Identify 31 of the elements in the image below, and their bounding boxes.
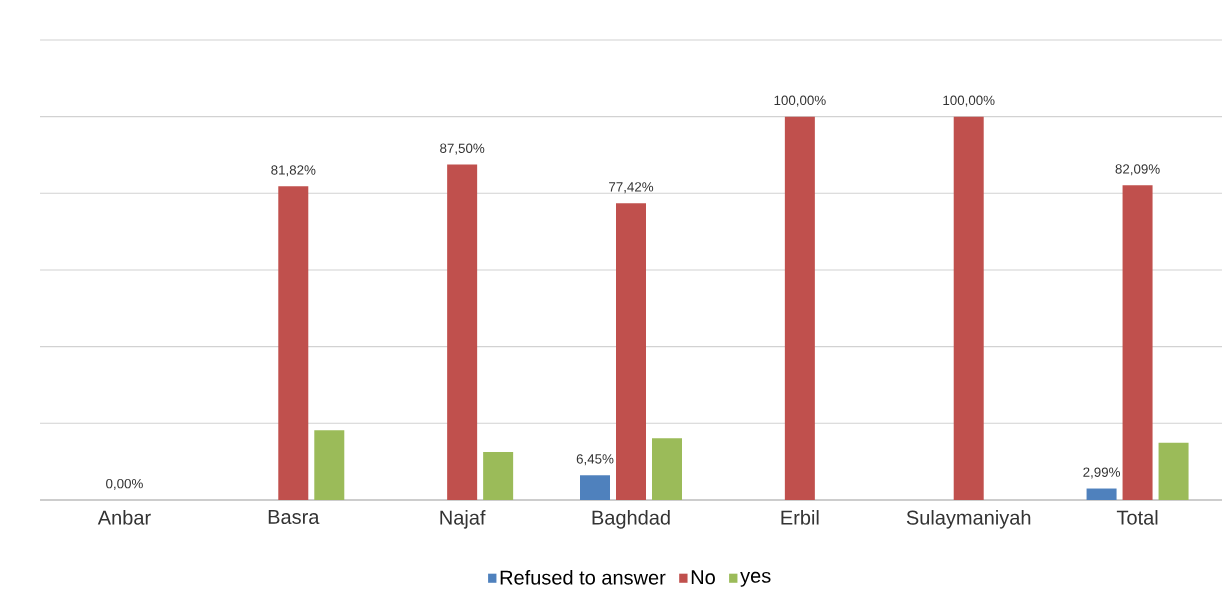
x-tick-label: Basra [268, 510, 320, 524]
bar [483, 452, 514, 500]
legend-label: yes [740, 571, 771, 587]
bar [1158, 442, 1189, 500]
data-label: 87,50% [440, 143, 485, 155]
data-label: 100,00% [774, 95, 826, 107]
bar [1122, 185, 1153, 500]
bar [953, 116, 984, 500]
bar [278, 186, 309, 500]
x-tick-label: Najaf [440, 510, 486, 529]
bar [616, 203, 646, 500]
data-label: 6,45% [576, 454, 614, 466]
data-label: 82,09% [1115, 164, 1160, 176]
x-tick-label: Erbil [781, 510, 819, 525]
data-label: 100,00% [943, 95, 995, 107]
bar [447, 164, 478, 500]
data-label: 77,42% [609, 182, 654, 194]
legend-label: Refused to answer [500, 569, 666, 585]
bar [1086, 488, 1117, 500]
bar [314, 430, 345, 500]
x-tick-label: Sulaymaniyah [906, 510, 1031, 529]
bar [652, 438, 682, 500]
x-tick-label: Baghdad [592, 510, 670, 529]
data-label: 81,82% [271, 165, 316, 177]
x-tick-label: Total [1116, 510, 1158, 525]
data-label: 0,00% [106, 478, 143, 490]
bar [784, 116, 815, 500]
legend-label: No [691, 570, 715, 585]
bar [580, 475, 610, 500]
data-label: 2,99% [1083, 467, 1121, 479]
x-tick-label: Anbar [97, 510, 151, 525]
